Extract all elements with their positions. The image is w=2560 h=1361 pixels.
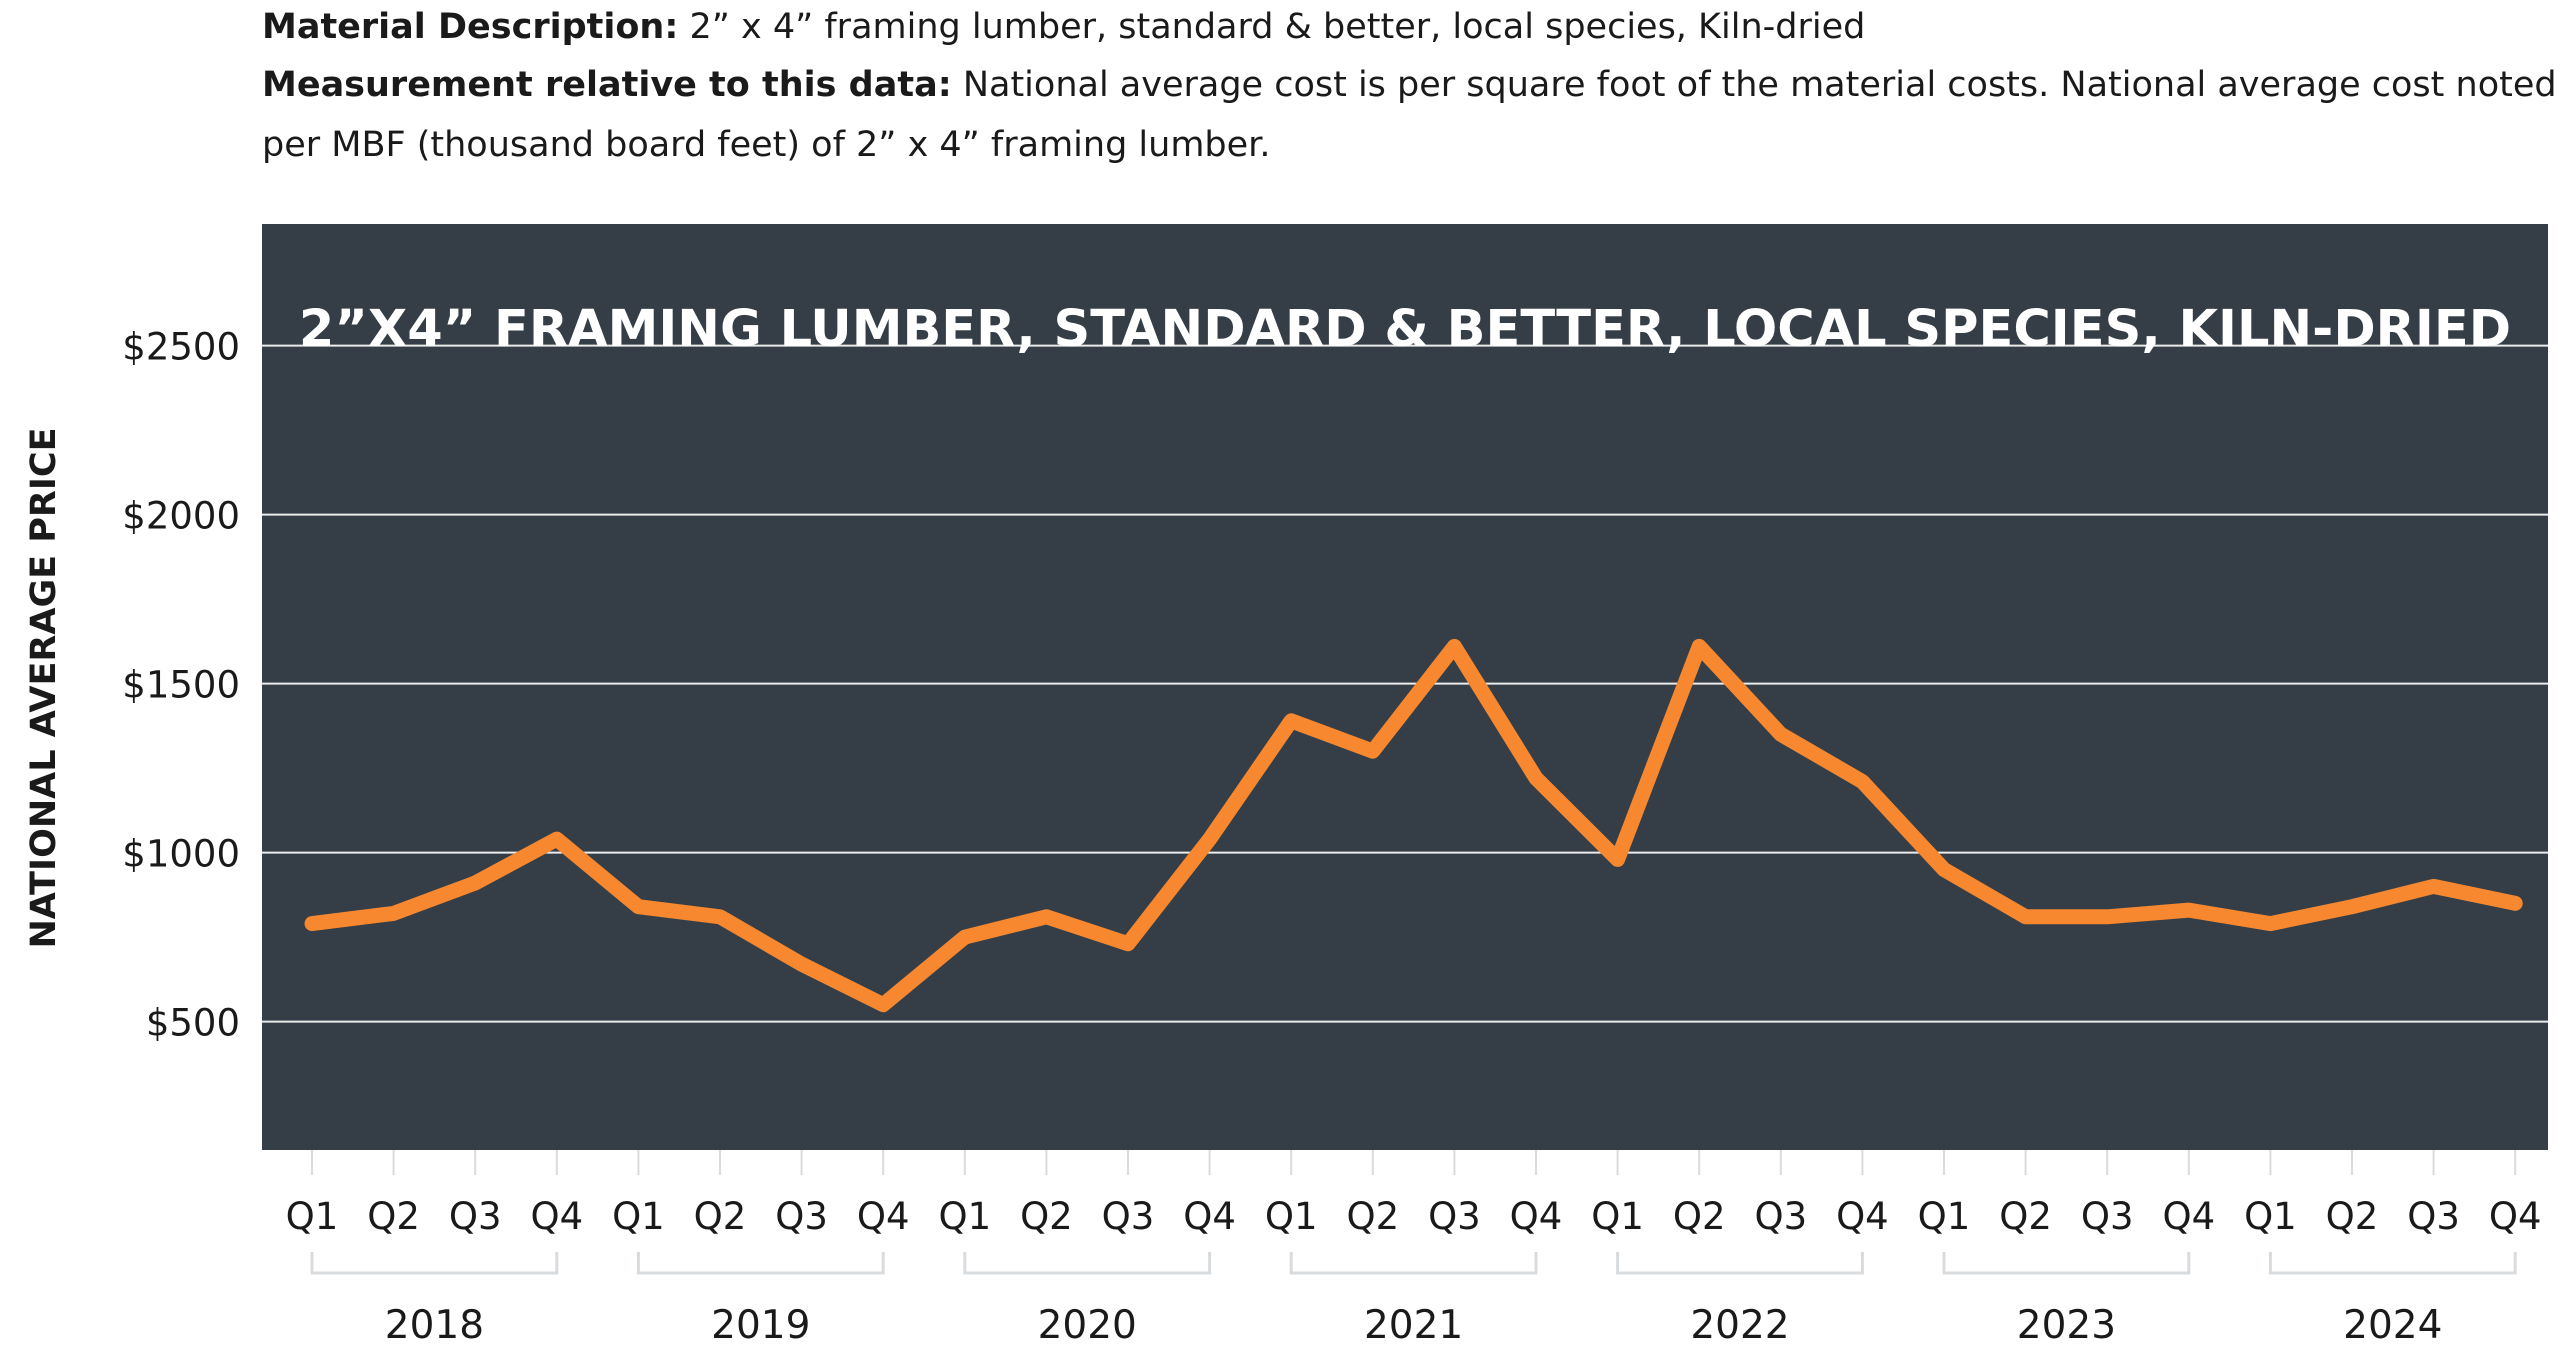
material-description-label: Material Description:	[262, 7, 679, 47]
x-tick-label: Q1	[1918, 1195, 1971, 1238]
x-tick-label: Q3	[1102, 1195, 1155, 1238]
x-tick-label: Q2	[694, 1195, 747, 1238]
material-description-text: 2” x 4” framing lumber, standard & bette…	[678, 7, 1866, 47]
year-label: 2018	[385, 1303, 484, 1348]
measurement-description: Measurement relative to this data: Natio…	[262, 56, 2560, 114]
x-tick-label: Q3	[2407, 1195, 2460, 1238]
x-tick-label: Q1	[1265, 1195, 1318, 1238]
year-label: 2020	[1038, 1303, 1137, 1348]
y-tick-label: $2000	[122, 495, 240, 538]
x-ticks	[311, 1150, 2517, 1175]
material-description: Material Description: 2” x 4” framing lu…	[262, 0, 2512, 56]
measurement-description-label: Measurement relative to this data:	[262, 65, 952, 105]
x-tick-label: Q1	[2244, 1195, 2297, 1238]
year-label: 2024	[2343, 1303, 2442, 1348]
x-tick-label: Q3	[449, 1195, 502, 1238]
x-tick-label: Q3	[1428, 1195, 1481, 1238]
y-tick-label: $1500	[122, 664, 240, 707]
y-tick-labels: $500 $1000 $1500 $2000 $2500	[122, 326, 240, 1045]
grid-lines	[262, 344, 2548, 1023]
x-tick-label: Q4	[530, 1195, 583, 1238]
year-bracket	[636, 1252, 885, 1275]
x-tick-label: Q1	[938, 1195, 991, 1238]
x-tick-label: Q4	[2489, 1195, 2542, 1238]
x-tick-label: Q2	[1999, 1195, 2052, 1238]
x-tick-label: Q1	[1591, 1195, 1644, 1238]
x-tick-label: Q3	[1754, 1195, 1807, 1238]
x-tick-label: Q4	[1510, 1195, 1563, 1238]
year-bracket	[310, 1252, 559, 1275]
chart-panel	[262, 224, 2548, 1150]
x-tick-label: Q2	[2326, 1195, 2379, 1238]
x-tick-label: Q1	[612, 1195, 665, 1238]
x-tick-label: Q4	[1183, 1195, 1236, 1238]
year-bracket	[963, 1252, 1212, 1275]
year-label: 2021	[1364, 1303, 1463, 1348]
y-tick-label: $2500	[122, 326, 240, 369]
x-tick-label: Q3	[775, 1195, 828, 1238]
measurement-description-text-line1: National average cost is per square foot…	[951, 65, 2560, 105]
year-label: 2019	[711, 1303, 810, 1348]
year-bracket	[2268, 1252, 2517, 1275]
x-tick-label: Q4	[1836, 1195, 1889, 1238]
year-bracket	[1942, 1252, 2191, 1275]
x-tick-label: Q4	[857, 1195, 910, 1238]
year-label: 2023	[2017, 1303, 2116, 1348]
x-tick-label: Q4	[2162, 1195, 2215, 1238]
year-bracket	[1616, 1252, 1864, 1275]
x-tick-label: Q2	[1673, 1195, 1726, 1238]
x-tick-label: Q3	[2081, 1195, 2134, 1238]
x-tick-label: Q1	[286, 1195, 339, 1238]
series-line	[304, 638, 2523, 1013]
year-label: 2022	[1690, 1303, 1789, 1348]
y-tick-label: $1000	[122, 833, 240, 876]
year-brackets	[310, 1252, 2517, 1275]
y-tick-label: $500	[146, 1002, 240, 1045]
x-tick-labels: Q1 Q2 Q3 Q4 Q1 Q2 Q3 Q4 Q1 Q2 Q3 Q4 Q1 Q2 Q3 Q4 Q1 Q2 Q3 Q4…	[286, 1195, 2542, 1238]
year-labels: 2018 2019 2020 2021 2022 2023 2024	[385, 1303, 2443, 1348]
x-tick-label: Q2	[1346, 1195, 1399, 1238]
x-tick-label: Q2	[367, 1195, 420, 1238]
chart-title: 2”X4” FRAMING LUMBER, STANDARD & BETTER,…	[299, 300, 2511, 359]
y-axis-label: NATIONAL AVERAGE PRICE	[24, 428, 64, 949]
measurement-description-text-line2: per MBF (thousand board feet) of 2” x 4”…	[262, 125, 1271, 165]
year-bracket	[1289, 1252, 1538, 1275]
x-tick-label: Q2	[1020, 1195, 1073, 1238]
measurement-description-line2: per MBF (thousand board feet) of 2” x 4”…	[262, 116, 2512, 174]
